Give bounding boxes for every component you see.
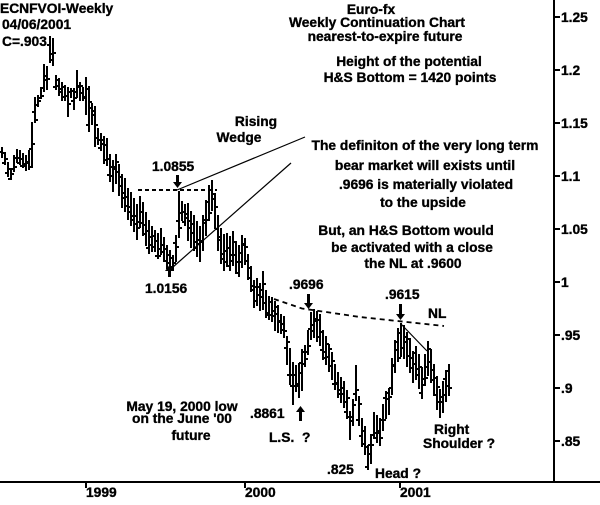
svg-text:2000: 2000	[245, 485, 276, 500]
svg-text:The definiton of the very long: The definiton of the very long term	[312, 138, 539, 153]
svg-text:.85: .85	[561, 434, 581, 449]
svg-text:on the June '00: on the June '00	[132, 411, 232, 426]
svg-text:Wedge: Wedge	[217, 130, 262, 145]
svg-text:nearest-to-expire future: nearest-to-expire future	[308, 29, 463, 44]
svg-text:1.15: 1.15	[561, 116, 588, 131]
svg-text:.8861: .8861	[250, 406, 285, 421]
svg-text:May 19, 2000 low: May 19, 2000 low	[126, 399, 237, 414]
svg-text:1.25: 1.25	[561, 10, 588, 25]
svg-text:1.1: 1.1	[561, 169, 581, 184]
svg-text:L.S. ?: L.S. ?	[269, 430, 310, 445]
svg-text:Weekly Continuation Chart: Weekly Continuation Chart	[289, 15, 465, 30]
svg-text:04/06/2001: 04/06/2001	[2, 17, 71, 32]
svg-text:1.0855: 1.0855	[152, 159, 195, 174]
svg-text:be activated with a close: be activated with a close	[331, 240, 493, 255]
svg-text:Height of the potential: Height of the potential	[336, 54, 482, 69]
svg-text:NL: NL	[428, 306, 446, 321]
svg-text:1.0156: 1.0156	[145, 281, 188, 296]
svg-text:1: 1	[561, 275, 569, 290]
svg-text:Head ?: Head ?	[375, 466, 421, 481]
svg-text:to the upside: to the upside	[380, 195, 466, 210]
svg-text:1999: 1999	[86, 485, 117, 500]
svg-text:H&S Bottom = 1420 points: H&S Bottom = 1420 points	[324, 70, 497, 85]
svg-text:.9696: .9696	[289, 277, 324, 292]
svg-text:2001: 2001	[400, 485, 431, 500]
svg-text:1.05: 1.05	[561, 222, 588, 237]
svg-text:future: future	[171, 428, 210, 443]
svg-text:.9615: .9615	[385, 287, 420, 302]
svg-text:.9: .9	[561, 381, 573, 396]
svg-text:bear market will exists until: bear market will exists until	[335, 158, 515, 173]
svg-text:ECNFVOI-Weekly: ECNFVOI-Weekly	[0, 1, 114, 16]
svg-text:the NL at .9600: the NL at .9600	[364, 256, 461, 271]
svg-text:C=.903: C=.903	[2, 34, 47, 49]
svg-text:.9696 is materially violated: .9696 is materially violated	[339, 177, 513, 192]
svg-text:But, an H&S Bottom would: But, an H&S Bottom would	[318, 223, 494, 238]
svg-text:.95: .95	[561, 328, 581, 343]
svg-text:Shoulder ?: Shoulder ?	[423, 436, 495, 451]
svg-text:1.2: 1.2	[561, 63, 581, 78]
svg-text:Right: Right	[434, 422, 470, 437]
svg-text:Euro-fx: Euro-fx	[347, 2, 396, 17]
svg-text:.825: .825	[327, 462, 354, 477]
svg-text:Rising: Rising	[235, 114, 277, 129]
